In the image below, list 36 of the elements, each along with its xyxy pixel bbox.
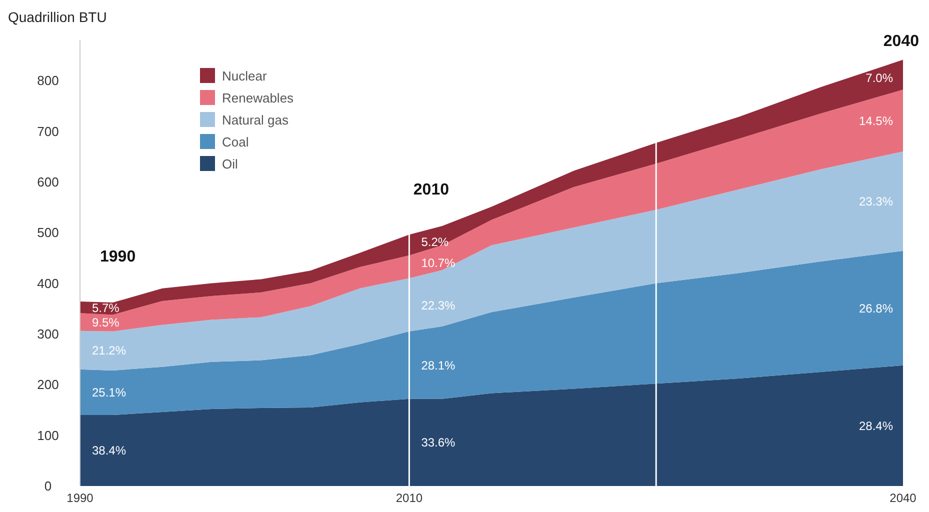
y-tick-label: 200 (37, 377, 59, 392)
annotation: 2040 (883, 32, 920, 50)
legend-label: Coal (222, 134, 249, 150)
annotation: 22.3% (421, 298, 456, 312)
annotation: 2010 (413, 182, 450, 199)
annotation: 28.1% (421, 358, 456, 373)
annotation: 25.1% (92, 385, 126, 400)
legend-label: Natural gas (222, 112, 289, 128)
annotation: 5.2% (421, 234, 449, 249)
y-tick-label: 800 (37, 73, 59, 88)
annotation: 33.6% (421, 436, 456, 450)
annotation: 10.7% (421, 256, 456, 270)
y-tick-label: 100 (37, 428, 59, 443)
legend-label: Nuclear (222, 68, 268, 84)
annotation: 28.4% (858, 418, 894, 433)
annotation: 5.7% (92, 300, 120, 315)
y-axis-title: Quadrillion BTU (8, 9, 107, 25)
annotation: 21.2% (92, 343, 126, 358)
annotation: 7.0% (866, 71, 894, 86)
annotation: 23.3% (858, 194, 894, 208)
y-tick-label: 600 (37, 174, 59, 190)
y-tick-label: 700 (37, 124, 59, 139)
x-tick-label: 2040 (890, 491, 917, 505)
annotation: 38.4% (92, 444, 126, 458)
legend-label: Renewables (222, 90, 294, 106)
annotation: 9.5% (92, 316, 120, 330)
annotation: 1990 (100, 248, 136, 266)
x-tick-label: 2010 (396, 491, 423, 505)
y-tick-label: 0 (44, 478, 52, 494)
legend-label: Oil (222, 156, 238, 172)
y-tick-label: 400 (37, 276, 59, 291)
y-tick-label: 300 (37, 326, 59, 342)
annotation: 26.8% (858, 301, 894, 316)
annotation: 14.5% (858, 114, 894, 128)
y-tick-label: 500 (37, 225, 59, 240)
x-tick-label: 1990 (66, 491, 94, 505)
